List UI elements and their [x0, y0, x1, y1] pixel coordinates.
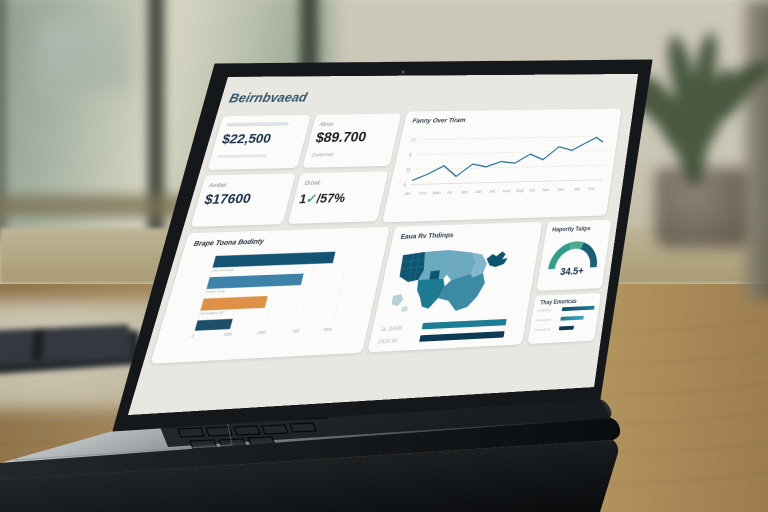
svg-text:8: 8	[409, 153, 413, 158]
svg-text:Avr: Avr	[447, 190, 454, 195]
svg-text:Ofanskisvksar: Ofanskisvksar	[212, 268, 236, 273]
svg-text:Vonoingkar pkf: Vonoingkar pkf	[200, 310, 225, 316]
svg-text:Wokyr 4i 4a: Wokyr 4i 4a	[206, 289, 226, 294]
svg-text:4000: 4000	[257, 330, 267, 335]
svg-text:Fevr: Fevr	[587, 186, 596, 191]
svg-text:Mars: Mars	[432, 190, 442, 195]
svg-text:Fevr: Fevr	[419, 190, 428, 195]
svg-text:Mai: Mai	[461, 189, 468, 194]
svg-text:Juil: Juil	[489, 188, 496, 193]
svg-text:Juin: Juin	[474, 189, 482, 194]
svg-text:15: 15	[405, 168, 411, 173]
svg-text:Sept: Sept	[516, 188, 525, 193]
svg-text:0: 0	[403, 183, 407, 188]
svg-text:Jan: Jan	[404, 191, 411, 196]
svg-text:500: 500	[292, 329, 300, 334]
svg-text:0: 0	[191, 334, 195, 339]
svg-text:Oct: Oct	[529, 187, 536, 192]
svg-text:Jan: Jan	[574, 186, 581, 191]
svg-text:.1000: .1000	[222, 332, 233, 337]
svg-text:27: 27	[411, 138, 417, 143]
svg-text:Nov: Nov	[542, 187, 550, 192]
svg-text:Aout: Aout	[502, 188, 511, 193]
svg-text:500p: 500p	[323, 327, 333, 332]
svg-text:Dec: Dec	[557, 187, 564, 192]
